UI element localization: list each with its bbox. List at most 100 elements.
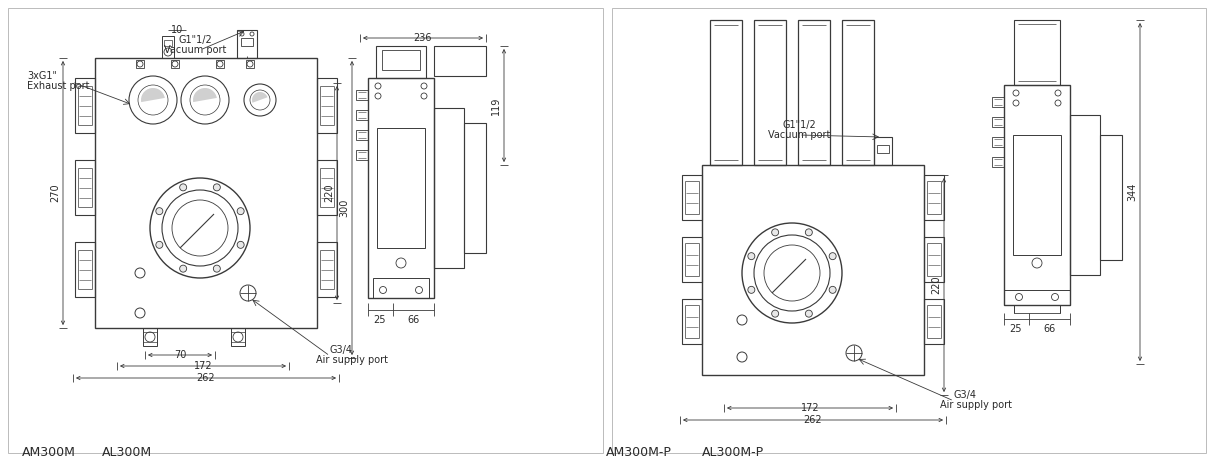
Bar [8,8,603,453]
Bar [682,175,702,220]
Text: G3/4: G3/4 [954,390,977,400]
Text: Exhaust port: Exhaust port [27,81,90,91]
Bar [376,46,426,78]
Text: AL300M-P: AL300M-P [702,446,764,459]
Bar [1012,135,1061,255]
Bar [924,299,944,344]
Bar [992,117,1004,127]
Text: AM300M: AM300M [22,446,75,459]
Bar [682,237,702,282]
Circle shape [829,287,836,293]
Bar [1014,20,1060,85]
Bar [992,157,1004,167]
Bar [433,46,486,76]
Bar [237,30,257,58]
Wedge shape [253,92,267,103]
Text: 70: 70 [174,350,186,360]
Text: 300: 300 [339,199,348,217]
Bar [171,60,178,68]
Text: 172: 172 [801,403,819,413]
Circle shape [748,287,755,293]
Circle shape [237,208,244,215]
Bar [877,145,889,153]
Text: G3/4: G3/4 [330,345,353,355]
Circle shape [772,229,778,236]
Bar [373,278,429,298]
Bar [464,123,486,253]
Bar [1004,290,1070,305]
Bar [1100,135,1122,260]
Text: 66: 66 [408,315,420,325]
Text: 66: 66 [1044,324,1056,334]
Text: 262: 262 [804,415,822,425]
Bar [1070,115,1100,275]
Circle shape [805,310,812,317]
Text: AL300M: AL300M [102,446,152,459]
Text: Air supply port: Air supply port [940,400,1012,410]
Text: 220: 220 [324,184,334,202]
Bar [75,78,95,133]
Bar [356,90,368,100]
Text: Air supply port: Air supply port [316,355,388,365]
Bar [75,160,95,215]
Circle shape [829,253,836,260]
Bar [754,20,785,165]
Bar [1014,305,1060,313]
Bar [246,60,254,68]
Text: 236: 236 [414,33,432,43]
Bar [924,175,944,220]
Bar [356,110,368,120]
Bar [136,60,144,68]
Bar [924,237,944,282]
Text: 344: 344 [1127,183,1138,201]
Bar [164,40,172,46]
Text: AM300M-P: AM300M-P [606,446,671,459]
Circle shape [180,265,187,272]
Circle shape [772,310,778,317]
Circle shape [748,253,755,260]
Bar [798,20,830,165]
Bar [161,36,174,58]
Bar [216,60,225,68]
Circle shape [180,184,187,191]
Circle shape [155,242,163,249]
Circle shape [805,229,812,236]
Bar [317,160,337,215]
Bar [710,20,742,165]
Text: 270: 270 [50,184,59,202]
Bar [433,108,464,268]
Bar [843,20,874,165]
Bar [378,128,425,248]
Bar [317,78,337,133]
Text: Vacuum port: Vacuum port [767,130,830,140]
Text: G1"1/2: G1"1/2 [782,120,816,130]
Text: Vacuum port: Vacuum port [164,45,226,55]
Circle shape [214,265,220,272]
Bar [356,130,368,140]
Bar [242,38,253,46]
Bar [382,50,420,70]
Text: G1"1/2: G1"1/2 [178,35,212,45]
Text: 220: 220 [931,276,941,295]
Text: 10: 10 [171,25,183,35]
Bar [992,97,1004,107]
Bar [874,137,892,165]
Bar [1004,85,1070,305]
Text: 3xG1": 3xG1" [27,71,57,81]
Bar [612,8,1206,453]
Bar [317,242,337,297]
Circle shape [214,184,220,191]
Bar [702,165,924,375]
Text: 25: 25 [1010,324,1022,334]
Bar [95,58,317,328]
Bar [143,328,157,346]
Circle shape [155,208,163,215]
Wedge shape [141,88,165,102]
Text: 25: 25 [374,315,386,325]
Bar [368,78,433,298]
Text: 262: 262 [197,373,215,383]
Bar [75,242,95,297]
Circle shape [237,242,244,249]
Bar [356,150,368,160]
Bar [231,328,245,346]
